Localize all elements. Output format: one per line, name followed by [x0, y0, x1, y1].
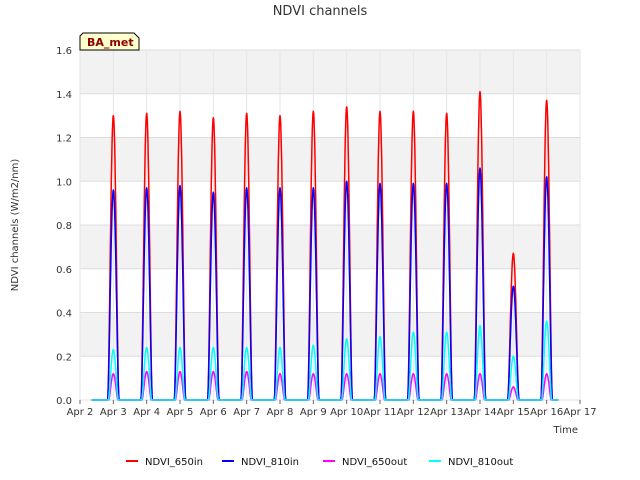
y-tick-label: 0.4	[56, 309, 72, 320]
x-tick-label: Apr 11	[363, 407, 396, 418]
x-tick-label: Apr 17	[563, 407, 596, 418]
x-tick-label: Apr 14	[463, 407, 496, 418]
y-axis-title: NDVI channels (W/m2/nm)	[10, 159, 21, 292]
y-tick-label: 0.6	[56, 265, 72, 276]
x-tick-label: Apr 15	[497, 407, 530, 418]
x-tick-label: Apr 8	[267, 407, 294, 418]
y-tick-label: 0.2	[56, 352, 72, 363]
x-tick-label: Apr 5	[167, 407, 194, 418]
x-tick-label: Apr 2	[67, 407, 94, 418]
plot-band	[80, 312, 580, 357]
plot-band	[80, 137, 580, 182]
legend-item-ndvi_650out[interactable]: NDVI_650out	[323, 457, 407, 468]
x-tick-label: Apr 4	[133, 407, 160, 418]
legend-label: NDVI_810out	[448, 457, 513, 468]
y-tick-label: 1.0	[56, 177, 72, 188]
plot-band	[80, 93, 580, 138]
legend-label: NDVI_650in	[145, 457, 203, 468]
x-tick-label: Apr 9	[300, 407, 327, 418]
badge-label: BA_met	[87, 36, 134, 49]
x-tick-label: Apr 3	[100, 407, 127, 418]
x-tick-label: Apr 13	[430, 407, 463, 418]
y-axis-ticks: 0.0 0.2 0.4 0.6 0.8 1.0 1.2 1.4 1.6	[56, 46, 72, 407]
plot-band	[80, 225, 580, 269]
y-tick-label: 1.4	[56, 90, 72, 101]
x-axis-ticks: Apr 2 Apr 3 Apr 4 Apr 5 Apr 6 Apr 7 Apr 8 Apr 9…	[67, 400, 597, 418]
legend-label: NDVI_650out	[342, 457, 407, 468]
site-badge: BA_met	[79, 32, 140, 51]
background-bands	[80, 50, 580, 400]
legend-item-ndvi_810in[interactable]: NDVI_810in	[222, 457, 299, 468]
x-tick-label: Apr 7	[233, 407, 260, 418]
legend-item-ndvi_650in[interactable]: NDVI_650in	[126, 457, 203, 468]
plot-band	[80, 50, 580, 94]
y-tick-label: 1.6	[56, 46, 72, 57]
series-line-ndvi_810out	[91, 320, 559, 401]
x-tick-label: Apr 16	[530, 407, 563, 418]
legend-item-ndvi_810out[interactable]: NDVI_810out	[429, 457, 513, 468]
series-lines	[91, 90, 559, 401]
plot-band	[80, 356, 580, 400]
legend-label: NDVI_810in	[241, 457, 299, 468]
badge-box	[79, 32, 140, 51]
plot-band	[80, 181, 580, 225]
x-tick-label: Apr 6	[200, 407, 227, 418]
x-tick-label: Apr 12	[397, 407, 430, 418]
chart-title: NDVI channels	[273, 4, 368, 19]
x-axis-title: Time	[553, 425, 578, 436]
y-tick-label: 0.0	[56, 396, 72, 407]
y-tick-label: 0.8	[56, 221, 72, 232]
y-tick-label: 1.2	[56, 134, 72, 145]
legend[interactable]: NDVI_650in NDVI_810in NDVI_650out NDVI_810o…	[126, 457, 513, 468]
plot-band	[80, 268, 580, 313]
x-tick-label: Apr 10	[330, 407, 363, 418]
